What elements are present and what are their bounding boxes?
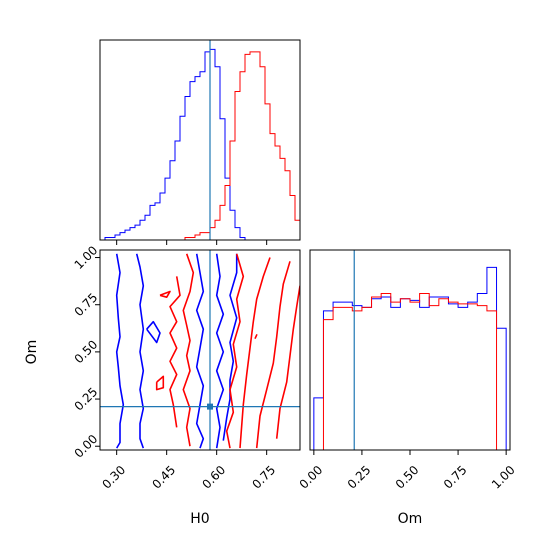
contour-line-series-1 (255, 261, 291, 449)
h0-om-joint-panel: 0.30 0.45 0.60 0.750.000.250.500.751.00 (72, 243, 301, 492)
contour-line-series-1 (239, 257, 271, 449)
contour-line-series-1 (254, 334, 258, 340)
h0-histogram-series-1 (100, 51, 301, 241)
contour-line-series-0 (195, 253, 205, 449)
joint-xtick-label: 0.45 (149, 463, 178, 492)
joint-xtick-label: 0.60 (199, 463, 228, 492)
contour-layer (115, 253, 300, 449)
contour-line-series-0 (115, 253, 125, 449)
contour-line-series-1 (155, 375, 165, 391)
contour-line-series-1 (182, 253, 195, 447)
joint-xtick-label: 0.75 (249, 463, 278, 492)
om-marginal-frame (309, 249, 511, 451)
contour-line-series-0 (146, 320, 161, 344)
h0-marginal-panel (99, 39, 301, 245)
om-marginal-panel: 0.00 0.25 0.50 0.75 1.00 (297, 249, 518, 492)
h0-histogram-series-0 (100, 48, 300, 241)
h0-marginal-frame (99, 39, 301, 241)
joint-xtick-label: 0.30 (99, 463, 128, 492)
om-marginal-xtick-label: 0.00 (297, 463, 326, 492)
om-xlabel: Om (398, 511, 423, 527)
contour-line-series-1 (275, 285, 300, 439)
contour-line-series-1 (225, 253, 245, 449)
contour-line-series-1 (169, 276, 181, 428)
joint-frame (99, 249, 301, 451)
om-ylabel: Om (24, 340, 40, 365)
truth-marker (207, 403, 213, 410)
om-histogram-series-0 (310, 266, 507, 451)
om-marginal-xtick-label: 1.00 (489, 463, 518, 492)
om-marginal-xtick-label: 0.25 (345, 463, 374, 492)
axis-labels: H0 Om Om (24, 340, 422, 527)
contour-line-series-0 (135, 253, 145, 449)
contour-line-series-0 (215, 253, 225, 449)
contour-line-series-1 (159, 290, 171, 299)
om-marginal-xtick-label: 0.50 (393, 463, 422, 492)
h0-xlabel: H0 (190, 511, 209, 527)
om-histogram-series-1 (310, 292, 507, 451)
om-marginal-xtick-label: 0.75 (441, 463, 470, 492)
contour-line-series-0 (222, 253, 238, 441)
